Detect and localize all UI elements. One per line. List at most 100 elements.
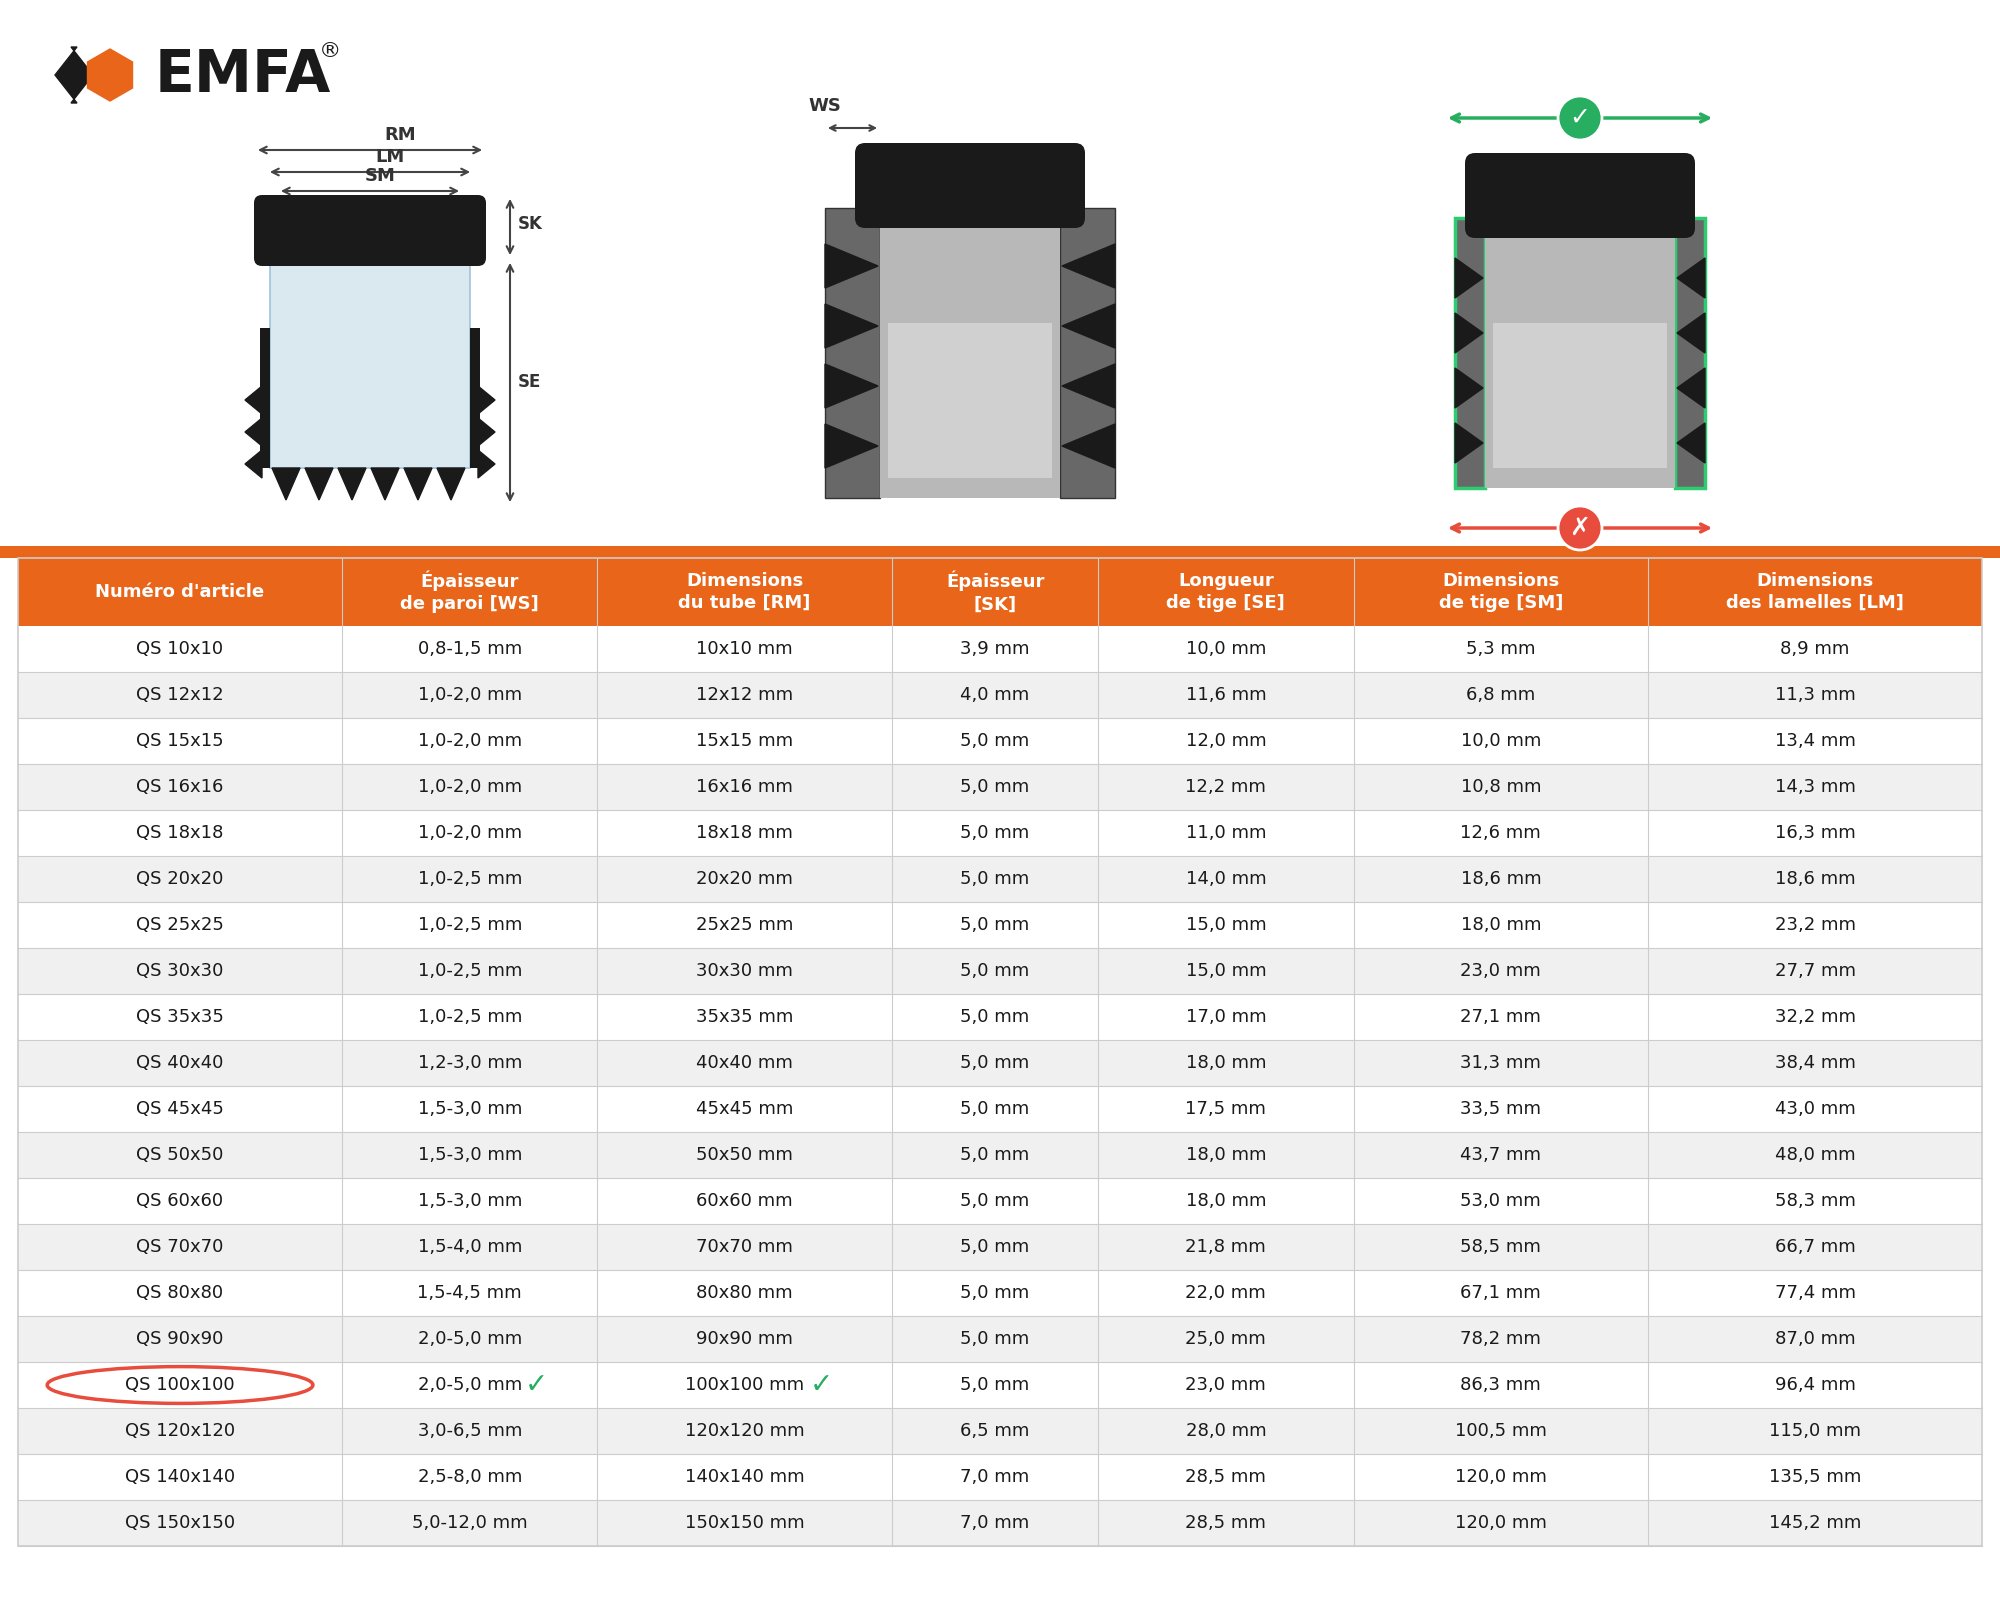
Text: 16x16 mm: 16x16 mm bbox=[696, 778, 794, 796]
Polygon shape bbox=[1062, 304, 1116, 348]
Text: 5,0 mm: 5,0 mm bbox=[960, 731, 1030, 751]
Polygon shape bbox=[304, 468, 332, 500]
Polygon shape bbox=[244, 387, 262, 414]
Text: 17,0 mm: 17,0 mm bbox=[1186, 1008, 1266, 1026]
Text: 0,8-1,5 mm: 0,8-1,5 mm bbox=[418, 641, 522, 659]
Text: 32,2 mm: 32,2 mm bbox=[1774, 1008, 1856, 1026]
Bar bbox=[18, 1500, 1982, 1547]
Text: 90x90 mm: 90x90 mm bbox=[696, 1330, 794, 1348]
Text: 5,3 mm: 5,3 mm bbox=[1466, 641, 1536, 659]
Text: 5,0 mm: 5,0 mm bbox=[960, 1192, 1030, 1210]
Text: 23,0 mm: 23,0 mm bbox=[1460, 963, 1542, 981]
Text: 40x40 mm: 40x40 mm bbox=[696, 1053, 794, 1073]
Polygon shape bbox=[826, 304, 878, 348]
Text: EMFA: EMFA bbox=[156, 47, 332, 104]
Bar bbox=[18, 1408, 1982, 1455]
Polygon shape bbox=[1676, 422, 1704, 463]
Polygon shape bbox=[404, 468, 432, 500]
Polygon shape bbox=[1676, 312, 1704, 353]
Text: 17,5 mm: 17,5 mm bbox=[1186, 1100, 1266, 1118]
Polygon shape bbox=[826, 364, 878, 408]
Text: Numéro d'article: Numéro d'article bbox=[96, 582, 264, 600]
Text: 80x80 mm: 80x80 mm bbox=[696, 1285, 792, 1302]
Text: 10,8 mm: 10,8 mm bbox=[1460, 778, 1542, 796]
Text: 120,0 mm: 120,0 mm bbox=[1454, 1514, 1546, 1532]
Text: SK: SK bbox=[518, 215, 542, 233]
Polygon shape bbox=[1062, 424, 1116, 468]
Text: 11,3 mm: 11,3 mm bbox=[1774, 686, 1856, 704]
FancyBboxPatch shape bbox=[254, 196, 486, 265]
FancyBboxPatch shape bbox=[1464, 154, 1696, 238]
Text: 1,5-4,0 mm: 1,5-4,0 mm bbox=[418, 1238, 522, 1256]
Bar bbox=[18, 1040, 1982, 1086]
Text: 18,0 mm: 18,0 mm bbox=[1186, 1146, 1266, 1163]
Bar bbox=[18, 993, 1982, 1040]
Text: 28,5 mm: 28,5 mm bbox=[1186, 1468, 1266, 1485]
Bar bbox=[260, 328, 270, 468]
Text: 1,2-3,0 mm: 1,2-3,0 mm bbox=[418, 1053, 522, 1073]
Text: 120x120 mm: 120x120 mm bbox=[684, 1422, 804, 1440]
Text: QS 40x40: QS 40x40 bbox=[136, 1053, 224, 1073]
Text: 5,0 mm: 5,0 mm bbox=[960, 1330, 1030, 1348]
Text: 145,2 mm: 145,2 mm bbox=[1768, 1514, 1862, 1532]
Text: Dimensions
des lamelles [LM]: Dimensions des lamelles [LM] bbox=[1726, 571, 1904, 612]
Text: QS 20x20: QS 20x20 bbox=[136, 870, 224, 888]
Text: 7,0 mm: 7,0 mm bbox=[960, 1514, 1030, 1532]
Text: 27,7 mm: 27,7 mm bbox=[1774, 963, 1856, 981]
Text: QS 12x12: QS 12x12 bbox=[136, 686, 224, 704]
Text: SM: SM bbox=[364, 167, 396, 184]
Text: QS 70x70: QS 70x70 bbox=[136, 1238, 224, 1256]
Text: 5,0 mm: 5,0 mm bbox=[960, 1375, 1030, 1395]
Polygon shape bbox=[372, 468, 400, 500]
Text: QS 100x100: QS 100x100 bbox=[126, 1375, 234, 1395]
Text: 58,3 mm: 58,3 mm bbox=[1774, 1192, 1856, 1210]
Polygon shape bbox=[1676, 367, 1704, 408]
Text: 18,6 mm: 18,6 mm bbox=[1460, 870, 1542, 888]
Bar bbox=[826, 209, 880, 498]
Text: 6,8 mm: 6,8 mm bbox=[1466, 686, 1536, 704]
Polygon shape bbox=[478, 450, 496, 477]
Text: 4,0 mm: 4,0 mm bbox=[960, 686, 1030, 704]
Text: 135,5 mm: 135,5 mm bbox=[1768, 1468, 1862, 1485]
Bar bbox=[18, 1133, 1982, 1178]
Circle shape bbox=[1558, 95, 1602, 141]
Text: 25x25 mm: 25x25 mm bbox=[696, 916, 794, 934]
Text: 5,0 mm: 5,0 mm bbox=[960, 1008, 1030, 1026]
Text: 28,5 mm: 28,5 mm bbox=[1186, 1514, 1266, 1532]
Text: 1,0-2,0 mm: 1,0-2,0 mm bbox=[418, 778, 522, 796]
Text: 1,0-2,5 mm: 1,0-2,5 mm bbox=[418, 963, 522, 981]
Polygon shape bbox=[244, 450, 262, 477]
Bar bbox=[1492, 324, 1668, 468]
Bar bbox=[18, 948, 1982, 993]
Text: 38,4 mm: 38,4 mm bbox=[1774, 1053, 1856, 1073]
Bar bbox=[18, 626, 1982, 671]
Bar bbox=[1060, 209, 1116, 498]
Text: 5,0 mm: 5,0 mm bbox=[960, 870, 1030, 888]
Text: 5,0 mm: 5,0 mm bbox=[960, 778, 1030, 796]
Text: 18,0 mm: 18,0 mm bbox=[1460, 916, 1542, 934]
Bar bbox=[18, 558, 1982, 1547]
Bar bbox=[18, 671, 1982, 718]
Text: 15x15 mm: 15x15 mm bbox=[696, 731, 794, 751]
Text: 5,0 mm: 5,0 mm bbox=[960, 963, 1030, 981]
Text: QS 10x10: QS 10x10 bbox=[136, 641, 224, 659]
Text: 11,6 mm: 11,6 mm bbox=[1186, 686, 1266, 704]
Text: 18,0 mm: 18,0 mm bbox=[1186, 1053, 1266, 1073]
Bar bbox=[0, 545, 2000, 558]
Text: 21,8 mm: 21,8 mm bbox=[1186, 1238, 1266, 1256]
Text: 16,3 mm: 16,3 mm bbox=[1774, 824, 1856, 841]
Text: QS 50x50: QS 50x50 bbox=[136, 1146, 224, 1163]
Text: 53,0 mm: 53,0 mm bbox=[1460, 1192, 1542, 1210]
Text: QS 140x140: QS 140x140 bbox=[124, 1468, 236, 1485]
Text: 66,7 mm: 66,7 mm bbox=[1774, 1238, 1856, 1256]
Text: LM: LM bbox=[376, 147, 404, 167]
Polygon shape bbox=[826, 244, 878, 288]
Text: 43,7 mm: 43,7 mm bbox=[1460, 1146, 1542, 1163]
Text: 10,0 mm: 10,0 mm bbox=[1460, 731, 1542, 751]
Text: 12,6 mm: 12,6 mm bbox=[1460, 824, 1542, 841]
Text: QS 25x25: QS 25x25 bbox=[136, 916, 224, 934]
Text: 30x30 mm: 30x30 mm bbox=[696, 963, 794, 981]
Text: 14,3 mm: 14,3 mm bbox=[1774, 778, 1856, 796]
Text: QS 45x45: QS 45x45 bbox=[136, 1100, 224, 1118]
Text: ®: ® bbox=[320, 40, 342, 61]
